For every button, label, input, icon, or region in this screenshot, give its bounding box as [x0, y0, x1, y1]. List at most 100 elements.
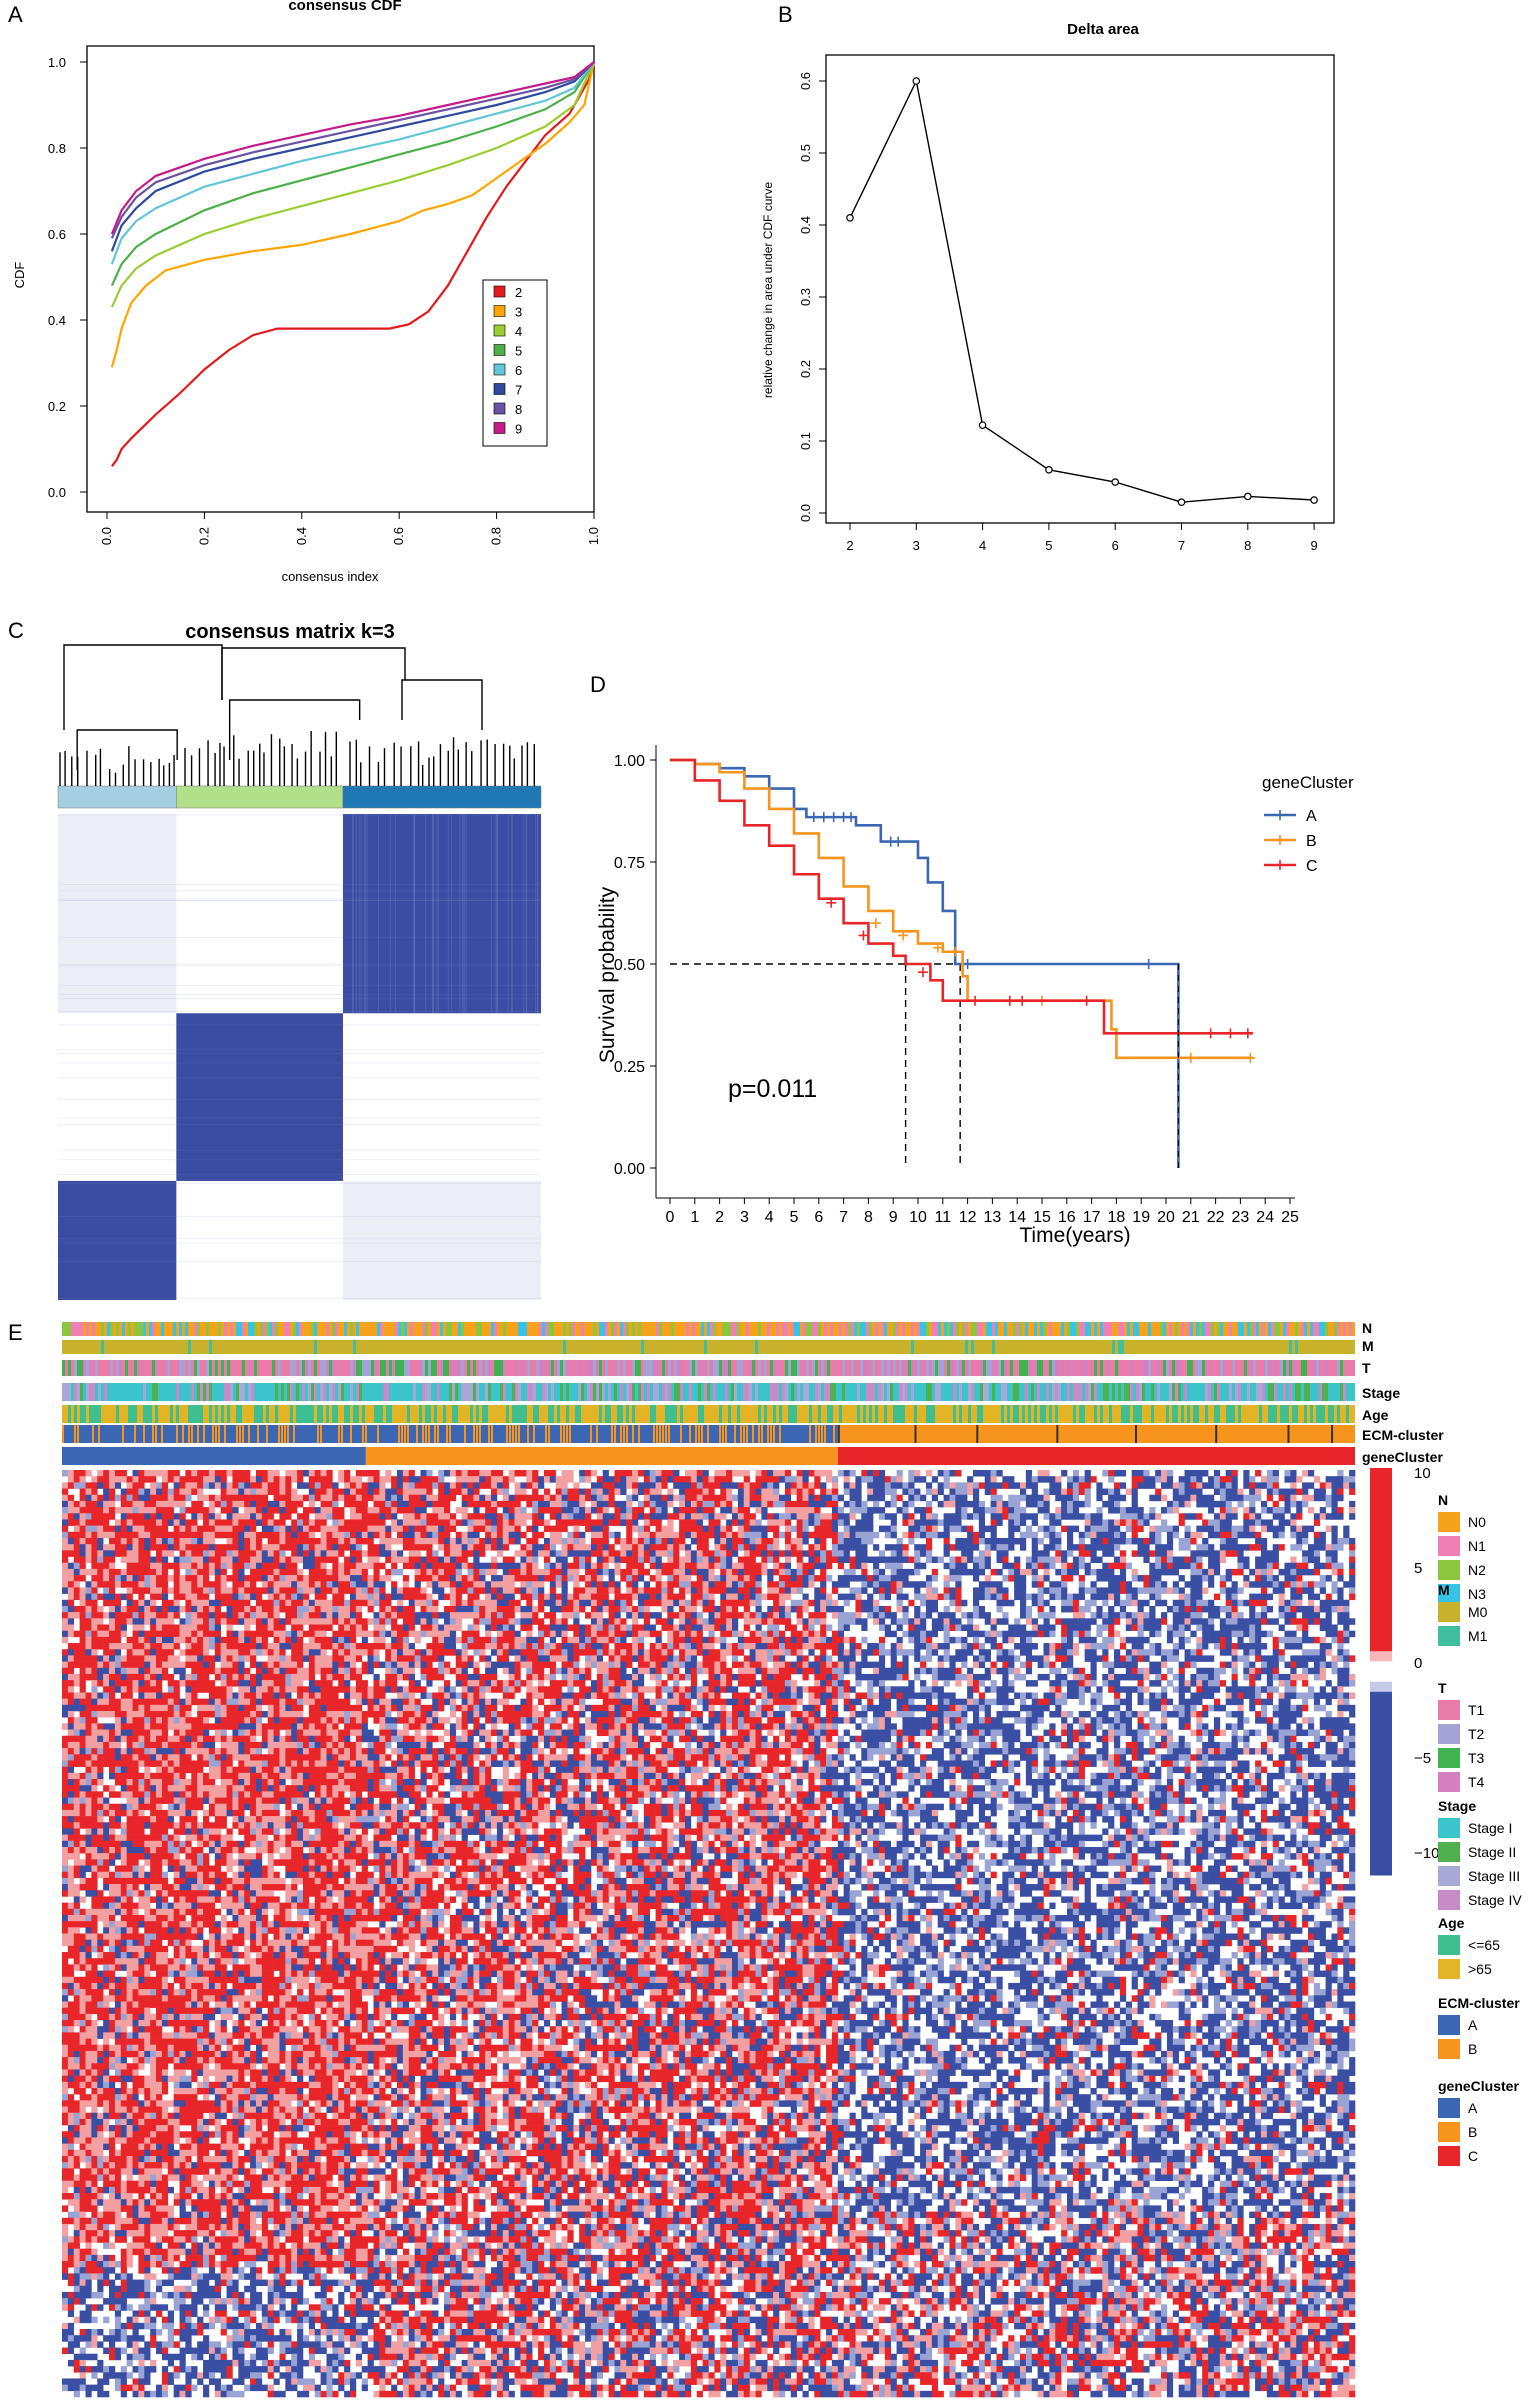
- heatmap-e-cell: [173, 1544, 180, 1551]
- heatmap-e-cell: [185, 1816, 192, 1823]
- heatmap-e-cell: [120, 2267, 127, 2274]
- heatmap-e-cell: [91, 1741, 98, 1749]
- heatmap-e-cell: [132, 1717, 139, 1724]
- heatmap-e-annotation-cell: [290, 1360, 293, 1376]
- heatmap-e-cell: [85, 2329, 92, 2336]
- heatmap-e-annotation-cell: [704, 1405, 707, 1423]
- heatmap-e-cell: [173, 1581, 180, 1588]
- heatmap-e-cell: [120, 1717, 127, 1724]
- heatmap-e-cell: [138, 2057, 145, 2064]
- heatmap-e-annotation-cell: [1127, 1322, 1130, 1336]
- heatmap-e-cell: [120, 2180, 127, 2188]
- heatmap-e-cell: [185, 1760, 192, 1767]
- heatmap-e-cell: [197, 1896, 204, 1903]
- heatmap-e-cell: [114, 2384, 122, 2392]
- heatmap-e-annotation-cell: [749, 1360, 752, 1376]
- heatmap-e-cell: [114, 2193, 122, 2200]
- heatmap-e-cell: [85, 2304, 92, 2311]
- heatmap-e-annotation-cell: [866, 1405, 869, 1423]
- heatmap-e-cell: [144, 1476, 151, 1483]
- heatmap-e-cell: [185, 2063, 192, 2070]
- heatmap-e-cell: [156, 2347, 163, 2355]
- heatmap-e-cell: [144, 2100, 151, 2107]
- heatmap-e-annotation-cell: [1160, 1322, 1163, 1336]
- heatmap-e-cell: [156, 1995, 163, 2002]
- heatmap-e-cell: [67, 2359, 75, 2367]
- heatmap-e-annotation-cell: [797, 1360, 800, 1376]
- heatmap-e-cell: [173, 1871, 180, 1879]
- heatmap-e-cell: [97, 1581, 104, 1588]
- heatmap-e-cell: [144, 2131, 151, 2138]
- heatmap-e-annotation-cell: [125, 1405, 128, 1423]
- chart-b-xtick-label: 3: [913, 538, 920, 553]
- heatmap-e-annotation-cell: [311, 1383, 314, 1401]
- heatmap-e-cell: [114, 1846, 122, 1854]
- heatmap-e-cell: [73, 1593, 80, 1601]
- heatmap-e-annotation-cell: [1058, 1383, 1061, 1401]
- heatmap-e-cell: [179, 1748, 186, 1755]
- heatmap-e-annotation-cell: [734, 1405, 737, 1423]
- heatmap-e-cell: [214, 1791, 221, 1798]
- heatmap-e-cell: [150, 1488, 157, 1496]
- heatmap-e-annotation-cell: [611, 1405, 614, 1423]
- heatmap-e-cell: [191, 1933, 198, 1940]
- heatmap-e-cell: [167, 1507, 174, 1514]
- heatmap-e-cell: [138, 1704, 145, 1712]
- heatmap-e-cell: [185, 1550, 192, 1557]
- heatmap-e-cell: [150, 2298, 157, 2305]
- heatmap-e-annotation-cell: [899, 1383, 902, 1401]
- heatmap-e-cell: [150, 1729, 157, 1737]
- heatmap-e-cell: [173, 1667, 180, 1675]
- heatmap-e-cell: [126, 2143, 133, 2151]
- heatmap-e-cell: [109, 2100, 116, 2107]
- heatmap-e-cell: [85, 1834, 92, 1842]
- heatmap-e-cell: [132, 2230, 139, 2237]
- heatmap-e-annotation-cell: [323, 1360, 326, 1376]
- heatmap-e-cell: [73, 2205, 80, 2212]
- heatmap-e-annotation-cell: [731, 1405, 734, 1423]
- heatmap-e-cell: [132, 1945, 139, 1953]
- chart-a-legend-swatch: [493, 363, 506, 376]
- heatmap-e-cell: [173, 1643, 180, 1650]
- heatmap-e-annotation-cell: [272, 1405, 275, 1423]
- heatmap-e-annotation-cell: [143, 1425, 145, 1443]
- heatmap-e-cell: [161, 1779, 169, 1786]
- heatmap-e-cell: [161, 1766, 169, 1774]
- heatmap-e-cell: [97, 1500, 104, 1508]
- heatmap-e-annotation-cell: [1004, 1383, 1007, 1401]
- heatmap-e-cell: [120, 1624, 127, 1631]
- heatmap-e-cell: [114, 2026, 122, 2033]
- heatmap-e-cell: [120, 2168, 127, 2175]
- heatmap-e-annotation-cell: [803, 1322, 806, 1336]
- heatmap-e-cell: [109, 1661, 116, 1669]
- heatmap-e-cell: [179, 1995, 186, 2002]
- heatmap-e-cell: [156, 1779, 163, 1786]
- heatmap-e-cell: [150, 1735, 157, 1743]
- heatmap-e-cell: [103, 2347, 110, 2355]
- heatmap-e-annotation-cell: [77, 1383, 80, 1401]
- heatmap-e-cell: [114, 1531, 122, 1539]
- chart-d-ytick-label: 1.00: [614, 753, 645, 770]
- heatmap-e-cell: [214, 2007, 221, 2015]
- heatmap-e-annotation-cell: [878, 1383, 881, 1401]
- heatmap-e-cell: [79, 1760, 86, 1767]
- heatmap-e-annotation-cell: [863, 1322, 866, 1336]
- heatmap-e-cell: [179, 1890, 186, 1897]
- heatmap-e-cell: [73, 1797, 80, 1805]
- heatmap-e-cell: [197, 1482, 204, 1489]
- heatmap-e-cell: [185, 1779, 192, 1786]
- heatmap-e-cell: [126, 2038, 133, 2046]
- heatmap-e-cell: [156, 1846, 163, 1854]
- heatmap-e-cell: [214, 1939, 221, 1947]
- heatmap-e-annotation-cell: [632, 1425, 634, 1443]
- heatmap-e-cell: [138, 1482, 145, 1489]
- heatmap-e-cell: [79, 1698, 86, 1706]
- heatmap-e-annotation-cell: [302, 1383, 305, 1401]
- heatmap-e-cell: [114, 1754, 122, 1761]
- heatmap-e-cell: [185, 1902, 192, 1910]
- heatmap-e-cell: [208, 1970, 216, 1978]
- heatmap-e-annotation-cell: [1325, 1383, 1328, 1401]
- heatmap-e-annotation-cell: [452, 1383, 455, 1401]
- heatmap-e-cell: [132, 2032, 139, 2039]
- heatmap-e-cell: [179, 1537, 186, 1545]
